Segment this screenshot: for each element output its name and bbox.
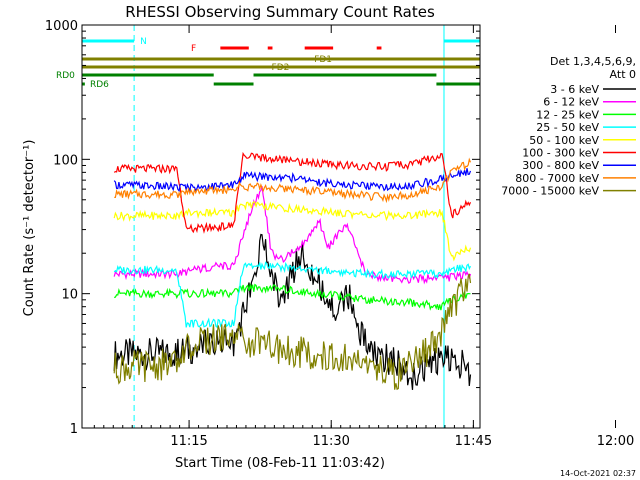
y-axis: 1 10 100 1000 xyxy=(45,19,480,437)
legend-header: Att 0 xyxy=(610,68,636,81)
y-tick-label: 1 xyxy=(70,422,78,437)
y-tick-label: 1000 xyxy=(45,19,78,34)
series-line xyxy=(113,151,472,234)
flag-label-rd0: RD0 xyxy=(56,71,75,81)
plot-frame xyxy=(81,24,481,429)
y-tick-label: 10 xyxy=(61,288,78,303)
plot-area: N F FD1 FD2 RD0 RD6 xyxy=(56,24,481,429)
legend-entry-label: 100 - 300 keV xyxy=(522,147,599,160)
flag-label-f: F xyxy=(191,44,196,54)
x-tick-label: 11:45 xyxy=(455,434,492,449)
legend-entry-label: 50 - 100 keV xyxy=(529,134,599,147)
legend-entry-label: 300 - 800 keV xyxy=(522,159,599,172)
legend-entry-label: 6 - 12 keV xyxy=(543,96,599,109)
series-line xyxy=(114,157,472,204)
x-tick-label: 12:00 xyxy=(597,434,634,449)
legend-entry-label: 800 - 7000 keV xyxy=(515,172,599,185)
footer-date: 14-Oct-2021 02:37 xyxy=(560,469,636,478)
x-tick-label: 11:30 xyxy=(312,434,349,449)
flag-label-n: N xyxy=(140,37,147,47)
series-line xyxy=(114,282,471,311)
x-axis-label: Start Time (08-Feb-11 11:03:42) xyxy=(175,456,385,471)
flag-label-fd2: FD2 xyxy=(272,63,290,73)
flag-label-rd6: RD6 xyxy=(90,80,109,90)
series-line xyxy=(113,261,472,329)
series-line xyxy=(113,273,472,391)
flag-label-fd1: FD1 xyxy=(314,55,332,65)
y-tick-label: 100 xyxy=(53,153,78,168)
y-axis-label: Count Rate (s⁻¹ detector⁻¹) xyxy=(22,140,37,317)
legend-entry-label: 7000 - 15000 keV xyxy=(501,185,599,198)
legend-header: Det 1,3,4,5,6,9, xyxy=(550,55,636,68)
chart-title: RHESSI Observing Summary Count Rates xyxy=(125,3,435,21)
series-line xyxy=(113,168,472,194)
series-line xyxy=(113,233,472,390)
legend-entry-label: 25 - 50 keV xyxy=(536,121,599,134)
legend-entry-label: 12 - 25 keV xyxy=(536,108,599,121)
legend-entry-label: 3 - 6 keV xyxy=(550,83,599,96)
series-line xyxy=(113,201,472,262)
x-tick-label: 11:15 xyxy=(170,434,207,449)
